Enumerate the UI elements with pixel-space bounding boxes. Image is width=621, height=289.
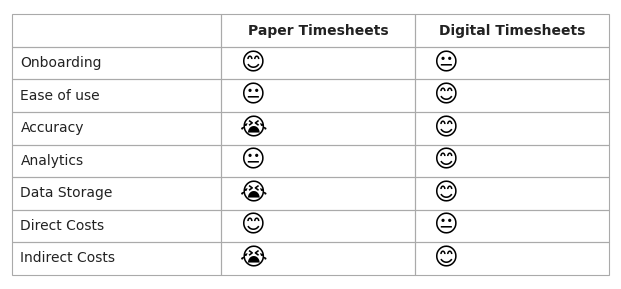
Bar — [221, 14, 415, 47]
Text: 😊: 😊 — [240, 214, 265, 238]
Bar — [415, 112, 609, 144]
Bar — [12, 144, 221, 177]
Bar — [415, 144, 609, 177]
Bar — [415, 210, 609, 242]
Bar — [221, 112, 415, 144]
Text: Data Storage: Data Storage — [20, 186, 113, 200]
Text: 😭: 😭 — [240, 246, 267, 270]
Text: 😭: 😭 — [240, 116, 267, 140]
Bar — [221, 242, 415, 275]
Bar — [221, 210, 415, 242]
Text: Onboarding: Onboarding — [20, 56, 102, 70]
Text: 😐: 😐 — [433, 214, 458, 238]
Bar — [221, 79, 415, 112]
Text: Digital Timesheets: Digital Timesheets — [438, 24, 585, 38]
Bar — [415, 177, 609, 210]
Bar — [221, 47, 415, 79]
Text: Accuracy: Accuracy — [20, 121, 84, 135]
Bar — [415, 14, 609, 47]
Bar — [12, 177, 221, 210]
Text: Indirect Costs: Indirect Costs — [20, 251, 116, 265]
Text: 😊: 😊 — [433, 246, 458, 270]
Bar — [415, 47, 609, 79]
Bar — [12, 79, 221, 112]
Bar — [12, 47, 221, 79]
Text: 😊: 😊 — [433, 149, 458, 173]
Text: 😊: 😊 — [240, 51, 265, 75]
Text: Analytics: Analytics — [20, 154, 84, 168]
Text: 😐: 😐 — [240, 84, 265, 108]
Text: 😊: 😊 — [433, 181, 458, 205]
Text: 😭: 😭 — [240, 181, 267, 205]
Text: 😊: 😊 — [433, 84, 458, 108]
Text: 😊: 😊 — [433, 116, 458, 140]
Text: Ease of use: Ease of use — [20, 89, 100, 103]
Bar — [12, 14, 221, 47]
Bar — [12, 210, 221, 242]
Text: 😐: 😐 — [433, 51, 458, 75]
Text: Direct Costs: Direct Costs — [20, 219, 104, 233]
Bar — [415, 79, 609, 112]
Bar — [415, 242, 609, 275]
Bar — [12, 112, 221, 144]
Bar — [12, 242, 221, 275]
Bar — [221, 177, 415, 210]
Text: 😐: 😐 — [240, 149, 265, 173]
Text: Paper Timesheets: Paper Timesheets — [248, 24, 388, 38]
Bar — [221, 144, 415, 177]
